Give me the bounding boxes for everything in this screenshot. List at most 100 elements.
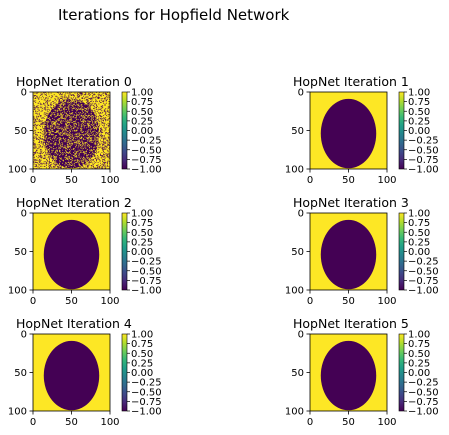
y-tick-label: 50 [291, 368, 304, 379]
y-tick-label: 100 [285, 407, 304, 418]
subplot-grid: HopNet Iteration 00 50 1000501001.000.750.… [8, 74, 439, 428]
colorbar-tick-label: −0.50 [131, 145, 162, 156]
colorbar-tick-label: −0.75 [408, 397, 439, 408]
colorbar-tick-label: 0.50 [408, 228, 430, 239]
colorbar-tick-label: −0.25 [408, 136, 439, 147]
colorbar [398, 91, 405, 170]
subplot-3: HopNet Iteration 30 50 1000501001.000.750.… [285, 195, 439, 307]
x-tick-label: 100 [100, 175, 119, 186]
x-tick-label: 50 [65, 417, 78, 428]
y-tick-label: 100 [8, 407, 27, 418]
colorbar-tick-label: 0.25 [131, 358, 153, 369]
colorbar-tick-label: −0.75 [408, 155, 439, 166]
y-tick-label: 100 [285, 165, 304, 176]
colorbar-tick-label: 0.25 [408, 237, 430, 248]
x-tick-label: 50 [342, 175, 355, 186]
y-tick-label: 0 [21, 88, 27, 99]
colorbar-tick-label: −1.00 [408, 407, 439, 418]
x-tick-label: 100 [377, 175, 396, 186]
colorbar-tick-label: 0.00 [131, 247, 153, 258]
colorbar-tick-label: 0.00 [408, 368, 430, 379]
x-tick-label: 100 [100, 296, 119, 307]
colorbar-tick-label: 1.00 [408, 209, 430, 220]
y-tick-label: 50 [14, 247, 27, 258]
y-tick-label: 100 [8, 165, 27, 176]
y-tick-label: 0 [298, 209, 304, 220]
x-tick-label: 50 [65, 175, 78, 186]
x-tick-label: 50 [342, 296, 355, 307]
figure-suptitle: Iterations for Hopfield Network [58, 6, 290, 24]
heatmap-blob [320, 340, 377, 411]
colorbar-tick-label: 0.00 [131, 126, 153, 137]
x-tick-label: 100 [377, 296, 396, 307]
x-tick-label: 0 [30, 296, 36, 307]
colorbar-tick-label: 1.00 [131, 330, 153, 341]
x-tick-label: 0 [30, 175, 36, 186]
subplot-title: HopNet Iteration 3 [293, 195, 409, 210]
colorbar-tick-label: 0.00 [408, 126, 430, 137]
colorbar [398, 212, 405, 291]
colorbar-tick-label: 0.50 [408, 107, 430, 118]
x-tick-label: 50 [342, 417, 355, 428]
colorbar-tick-label: 0.75 [408, 339, 430, 350]
y-tick-label: 50 [14, 126, 27, 137]
y-tick-label: 50 [14, 368, 27, 379]
colorbar [121, 333, 128, 412]
colorbar-tick-label: 0.25 [131, 237, 153, 248]
colorbar-tick-label: 0.75 [131, 218, 153, 229]
y-tick-label: 0 [298, 330, 304, 341]
colorbar-tick-label: −0.75 [131, 397, 162, 408]
subplot-2: HopNet Iteration 20 50 1000501001.000.750.… [8, 195, 162, 307]
y-tick-label: 50 [291, 247, 304, 258]
y-tick-label: 0 [21, 330, 27, 341]
colorbar-tick-label: 0.00 [408, 247, 430, 258]
colorbar-tick-label: −0.50 [131, 266, 162, 277]
colorbar-tick-label: −0.25 [131, 257, 162, 268]
colorbar-tick-label: 0.50 [131, 107, 153, 118]
colorbar-tick-label: 1.00 [408, 88, 430, 99]
colorbar-tick-label: 0.75 [131, 97, 153, 108]
colorbar-tick-label: −1.00 [408, 286, 439, 297]
subplot-0: HopNet Iteration 00 50 1000501001.000.750.… [8, 74, 162, 186]
colorbar-tick-label: −0.50 [131, 387, 162, 398]
colorbar-tick-label: −1.00 [131, 286, 162, 297]
colorbar-tick-label: −1.00 [131, 165, 162, 176]
subplot-title: HopNet Iteration 2 [16, 195, 132, 210]
colorbar-tick-label: 0.75 [131, 339, 153, 350]
colorbar-tick-label: −0.25 [131, 136, 162, 147]
heatmap-blob [320, 219, 377, 290]
heatmap-blob [43, 219, 100, 290]
colorbar-tick-label: 0.75 [408, 218, 430, 229]
x-tick-label: 100 [377, 417, 396, 428]
colorbar-tick-label: −1.00 [408, 165, 439, 176]
heatmap-noise [33, 92, 111, 170]
colorbar-tick-label: 1.00 [131, 209, 153, 220]
colorbar-tick-label: 0.50 [131, 228, 153, 239]
colorbar [121, 91, 128, 170]
x-tick-label: 100 [100, 417, 119, 428]
x-tick-label: 0 [30, 417, 36, 428]
heatmap-blob [43, 340, 100, 411]
subplot-1: HopNet Iteration 10 50 1000501001.000.750.… [285, 74, 439, 186]
x-tick-label: 50 [65, 296, 78, 307]
subplot-5: HopNet Iteration 50 50 1000501001.000.750.… [285, 316, 439, 428]
colorbar-tick-label: 1.00 [408, 330, 430, 341]
colorbar-tick-label: −0.25 [408, 257, 439, 268]
colorbar-tick-label: −0.25 [408, 378, 439, 389]
colorbar-tick-label: 0.75 [408, 97, 430, 108]
y-tick-label: 100 [285, 286, 304, 297]
colorbar-tick-label: 0.25 [408, 358, 430, 369]
subplot-title: HopNet Iteration 4 [16, 316, 132, 331]
colorbar-tick-label: −0.50 [408, 266, 439, 277]
colorbar-tick-label: 1.00 [131, 88, 153, 99]
y-tick-label: 0 [21, 209, 27, 220]
subplot-title: HopNet Iteration 1 [293, 74, 409, 89]
colorbar-tick-label: 0.25 [408, 116, 430, 127]
heatmap-blob [320, 98, 377, 169]
colorbar [121, 212, 128, 291]
y-tick-label: 50 [291, 126, 304, 137]
x-tick-label: 0 [307, 417, 313, 428]
colorbar-tick-label: −0.50 [408, 387, 439, 398]
colorbar [398, 333, 405, 412]
subplot-title: HopNet Iteration 5 [293, 316, 409, 331]
